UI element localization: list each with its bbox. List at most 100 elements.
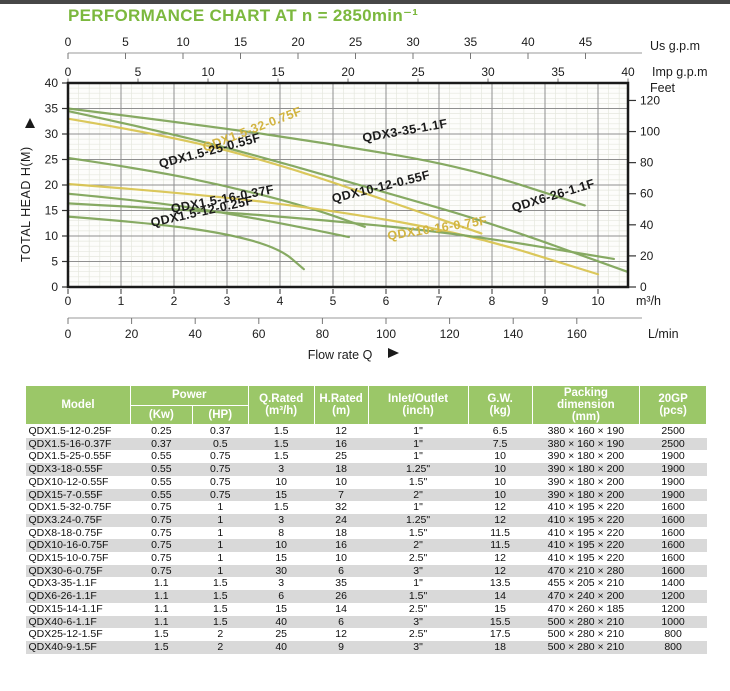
cell-packing: 410 × 195 × 220 <box>547 526 625 539</box>
cell-q_rated: 1.5 <box>273 437 289 450</box>
us-gpm-unit-label: Us g.p.m <box>650 39 700 53</box>
curve-QDX3-35-1.1F <box>66 107 586 207</box>
cell-packing: 380 × 160 × 190 <box>547 425 625 437</box>
cell-model: QDX1.5-25-0.55F <box>28 450 112 463</box>
cell-packing: 410 × 195 × 220 <box>547 513 625 526</box>
us-gpm-axis: 0 5 10 15 20 25 30 35 40 45 Us g.p.m <box>65 35 700 59</box>
cell-gw: 7.5 <box>492 437 508 450</box>
head-tick-label: 20 <box>45 178 59 192</box>
curve-QDX1.5-12-0.25F <box>66 215 305 271</box>
cell-gp20: 1600 <box>661 552 685 565</box>
cell-inlet: 3" <box>413 564 423 577</box>
us-gpm-tick-label: 40 <box>521 35 535 49</box>
cell-hp: 2 <box>217 628 224 641</box>
cell-gw: 12 <box>494 564 506 577</box>
m3h-tick-label: 5 <box>330 294 337 308</box>
feet-unit-label: Feet <box>650 81 676 95</box>
head-tick-label: 40 <box>45 76 59 90</box>
cell-packing: 500 × 280 × 210 <box>547 640 625 653</box>
cell-model: QDX40-6-1.1F <box>28 615 97 628</box>
cell-h_rated: 32 <box>335 501 347 514</box>
cell-q_rated: 1.5 <box>273 501 289 514</box>
cell-inlet: 1" <box>413 450 423 463</box>
m3h-tick-label: 2 <box>171 294 178 308</box>
cell-q_rated: 3 <box>278 513 285 526</box>
cell-hp: 1.5 <box>212 577 228 590</box>
col-header-gw: G.W. (kg) <box>467 385 533 425</box>
lmin-tick-label: 60 <box>252 327 266 341</box>
cell-model: QDX3-35-1.1F <box>28 577 97 590</box>
cell-gp20: 800 <box>664 640 682 653</box>
imp-gpm-tick-label: 15 <box>271 65 285 79</box>
head-tick-label: 15 <box>45 204 59 218</box>
table-row: QDX8-18-0.75F 0.75 1 8 18 1.5" 11.5 410 × 195 ×… <box>26 527 707 540</box>
cell-inlet: 1" <box>413 425 423 437</box>
lmin-unit-label: L/min <box>648 327 679 341</box>
cell-kw: 1.1 <box>154 602 169 615</box>
cell-model: QDX10-12-0.55F <box>28 475 109 488</box>
curve-QDX1.5-32-0.75F <box>66 117 483 235</box>
cell-h_rated: 12 <box>335 425 347 437</box>
curve-QDX6-26-1.1F <box>66 109 629 273</box>
cell-h_rated: 16 <box>335 539 347 552</box>
cell-packing: 410 × 195 × 220 <box>547 539 625 552</box>
us-gpm-tick-label: 35 <box>464 35 478 49</box>
cell-gw: 15.5 <box>489 615 511 628</box>
lmin-tick-label: 80 <box>316 327 330 341</box>
table-row: QDX3-18-0.55F 0.55 0.75 3 18 1.25" 10 390 × 180… <box>25 463 707 476</box>
cell-inlet: 2.5" <box>408 628 428 641</box>
cell-q_rated: 30 <box>275 564 288 577</box>
m3h-tick-label: 1 <box>118 294 125 308</box>
cell-kw: 0.37 <box>151 437 172 450</box>
cell-inlet: 1.5" <box>408 590 428 603</box>
col-header-kw: (Kw) <box>129 404 193 425</box>
cell-h_rated: 24 <box>335 513 347 526</box>
cell-hp: 0.75 <box>210 475 231 488</box>
up-arrow-icon <box>25 118 35 128</box>
us-gpm-tick-label: 10 <box>176 35 190 49</box>
cell-gw: 18 <box>494 640 506 653</box>
cell-gw: 10 <box>494 475 506 488</box>
performance-chart: 0 5 10 15 20 25 30 35 40 45 Us g.p.m0 5 10 15 20 25 30 35… <box>19 35 708 362</box>
cell-inlet: 1" <box>413 501 423 514</box>
cell-inlet: 2" <box>413 539 423 552</box>
cell-model: QDX1.5-32-0.75F <box>28 501 112 514</box>
cell-inlet: 1.5" <box>408 475 428 488</box>
table-row: QDX6-26-1.1F 1.1 1.5 6 26 1.5" 14 470 × 240 × 2… <box>25 590 707 603</box>
cell-hp: 1 <box>217 513 224 526</box>
cell-gw: 10 <box>494 488 506 501</box>
cell-inlet: 1" <box>413 437 423 450</box>
cell-kw: 0.75 <box>151 501 172 514</box>
cell-hp: 2 <box>217 640 224 653</box>
col-header-inlet: Inlet/Outlet (inch) <box>367 385 469 425</box>
cell-hp: 1 <box>217 501 224 514</box>
cell-inlet: 1.5" <box>408 526 428 539</box>
cell-kw: 0.55 <box>151 475 172 488</box>
cell-h_rated: 14 <box>335 602 347 615</box>
col-header-model: Model <box>25 385 131 425</box>
cell-h_rated: 9 <box>338 640 345 653</box>
cell-q_rated: 6 <box>278 590 285 603</box>
cell-gp20: 1400 <box>661 577 685 590</box>
lmin-tick-label: 120 <box>440 327 460 341</box>
cell-q_rated: 25 <box>275 628 288 641</box>
cell-gw: 14 <box>494 590 506 603</box>
cell-packing: 390 × 180 × 200 <box>547 463 625 476</box>
us-gpm-tick-label: 20 <box>291 35 305 49</box>
us-gpm-tick-label: 45 <box>579 35 593 49</box>
cell-gw: 10 <box>494 463 506 476</box>
head-tick-label: 5 <box>51 255 58 269</box>
cell-hp: 1.5 <box>212 615 228 628</box>
cell-q_rated: 15 <box>275 488 288 501</box>
lmin-tick-label: 140 <box>503 327 523 341</box>
m3h-unit-label: m³/h <box>636 294 661 308</box>
cell-q_rated: 40 <box>275 615 288 628</box>
col-header-power: Power <box>129 385 249 406</box>
cell-gw: 6.5 <box>492 425 508 437</box>
cell-model: QDX40-9-1.5F <box>28 640 97 653</box>
us-gpm-tick-label: 30 <box>406 35 420 49</box>
table-row: QDX3-35-1.1F 1.1 1.5 3 35 1" 13.5 455 × 205 × 2… <box>26 577 707 590</box>
cell-gp20: 800 <box>664 628 682 641</box>
feet-tick-label: 0 <box>640 280 647 294</box>
